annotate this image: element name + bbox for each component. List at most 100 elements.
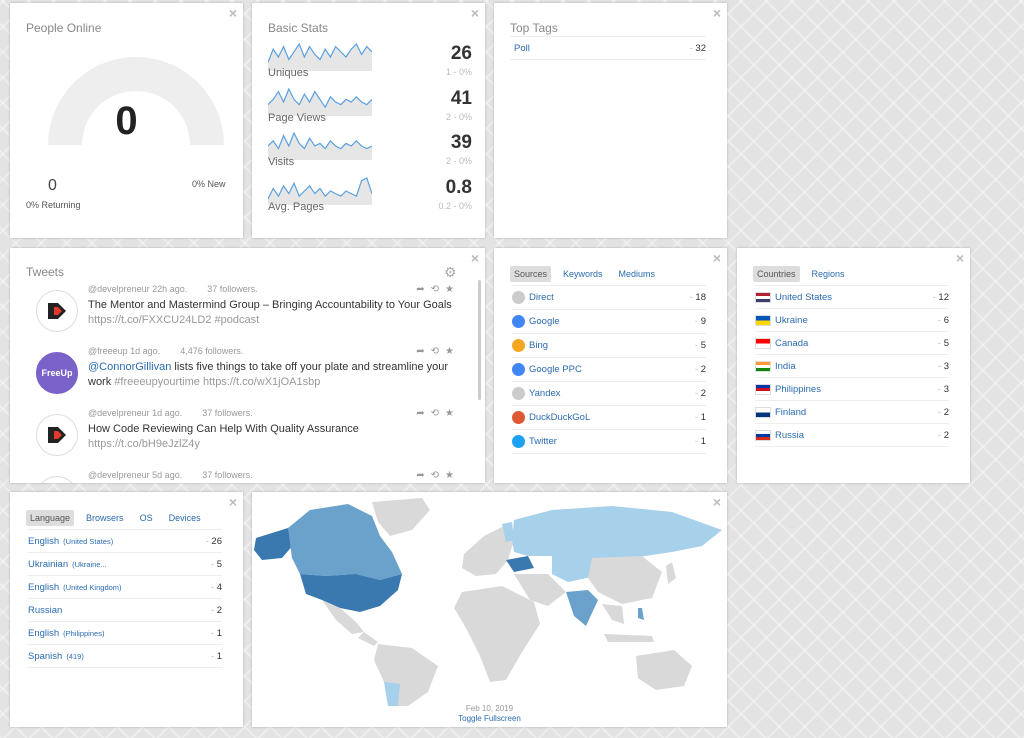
country-row[interactable]: Philippines 3 [755, 378, 949, 401]
language-label[interactable]: Ukrainian (Ukraine... [28, 559, 107, 570]
close-icon[interactable]: × [712, 5, 721, 21]
language-row[interactable]: English(United States) 26 [28, 530, 222, 553]
source-row[interactable]: Yandex 2 [512, 382, 706, 406]
language-row[interactable]: English(Philippines) 1 [28, 622, 222, 645]
close-icon[interactable]: × [470, 5, 479, 21]
tab-countries[interactable]: Countries [753, 266, 800, 282]
source-label[interactable]: Google PPC [512, 363, 582, 376]
language-row[interactable]: Ukrainian(Ukraine... 5 [28, 553, 222, 576]
tweet-handle[interactable]: @develpreneur 1d ago. [88, 408, 183, 418]
tab-devices[interactable]: Devices [168, 513, 201, 523]
favorite-icon[interactable]: ★ [445, 346, 460, 357]
country-label[interactable]: Russia [755, 429, 805, 441]
country-label[interactable]: India [755, 360, 796, 372]
source-row[interactable]: Twitter 1 [512, 430, 706, 454]
source-label[interactable]: Twitter [512, 435, 557, 448]
source-row[interactable]: Direct 18 [512, 286, 706, 310]
source-label[interactable]: Yandex [512, 387, 561, 400]
sparkline [268, 88, 372, 116]
close-icon[interactable]: × [470, 250, 479, 266]
avatar[interactable] [36, 414, 78, 456]
tweet-mention[interactable]: @ConnorGillivan [88, 361, 172, 373]
stat-value: 41 [450, 88, 472, 109]
country-row[interactable]: Russia 2 [755, 424, 949, 447]
toggle-fullscreen-link[interactable]: Toggle Fullscreen [458, 714, 521, 723]
avatar[interactable] [36, 290, 78, 332]
tab-regions[interactable]: Regions [811, 269, 845, 279]
tag-label[interactable]: Poll [514, 42, 530, 54]
favorite-icon[interactable]: ★ [445, 470, 460, 481]
source-row[interactable]: DuckDuckGoL 1 [512, 406, 706, 430]
tab-sources[interactable]: Sources [510, 266, 552, 282]
world-map[interactable] [252, 496, 727, 706]
tweet-link[interactable]: #freeeupyourtime https://t.co/wX1jOA1sbp [114, 376, 321, 388]
country-label[interactable]: Ukraine [755, 314, 808, 326]
close-icon[interactable]: × [712, 494, 721, 510]
language-label[interactable]: Spanish (419) [28, 651, 84, 662]
source-row[interactable]: Google 9 [512, 310, 706, 334]
country-row[interactable]: Finland 2 [755, 401, 949, 424]
gear-icon[interactable]: ⚙ [444, 264, 457, 280]
close-icon[interactable]: × [955, 250, 964, 266]
tweet-link[interactable]: https://t.co/FXXCU24LD2 #podcast [88, 314, 260, 326]
close-icon[interactable]: × [228, 494, 237, 510]
avatar[interactable] [36, 476, 78, 483]
country-label[interactable]: Finland [755, 406, 806, 418]
tab-keywords[interactable]: Keywords [563, 269, 603, 279]
favorite-icon[interactable]: ★ [445, 284, 460, 295]
country-label[interactable]: United States [755, 291, 832, 303]
country-row[interactable]: United States 12 [755, 286, 949, 309]
retweet-icon[interactable]: ⟲ [430, 284, 446, 295]
map-southeast-asia [602, 604, 624, 624]
source-label[interactable]: Direct [512, 291, 554, 304]
country-name: Russia [775, 429, 805, 441]
language-label[interactable]: English (United States) [28, 536, 113, 547]
source-row[interactable]: Google PPC 2 [512, 358, 706, 382]
tab-os[interactable]: OS [139, 513, 153, 523]
country-label[interactable]: Philippines [755, 383, 821, 395]
reply-icon[interactable]: ➦ [416, 346, 431, 357]
tweet-meta: @develpreneur 5d ago. 37 followers. [88, 470, 253, 480]
avatar[interactable]: FreeUp [36, 352, 78, 394]
tweet-body: How Code Reviewing Can Help With Quality… [88, 423, 359, 435]
map-ukraine [506, 556, 534, 572]
language-row[interactable]: Spanish(419) 1 [28, 645, 222, 668]
reply-icon[interactable]: ➦ [416, 284, 431, 295]
tab-browsers[interactable]: Browsers [86, 513, 124, 523]
tweet-handle[interactable]: @freeeup 1d ago. [88, 346, 161, 356]
retweet-icon[interactable]: ⟲ [430, 346, 446, 357]
tab-mediums[interactable]: Mediums [618, 269, 656, 279]
language-label[interactable]: Russian [28, 605, 66, 616]
panel-title: People Online [26, 21, 102, 35]
country-row[interactable]: Canada 5 [755, 332, 949, 355]
twitter-icon [512, 435, 525, 448]
language-row[interactable]: Russian 2 [28, 599, 222, 622]
reply-icon[interactable]: ➦ [416, 470, 431, 481]
tweet-link[interactable]: https://t.co/bH9eJzlZ4y [88, 438, 200, 450]
country-name: India [775, 360, 796, 372]
tweet-text: The Mentor and Mastermind Group – Bringi… [88, 298, 468, 328]
tag-row[interactable]: Poll 32 [510, 37, 706, 60]
country-row[interactable]: Ukraine 6 [755, 309, 949, 332]
retweet-icon[interactable]: ⟲ [430, 470, 446, 481]
scrollbar[interactable] [478, 280, 481, 400]
tweet-handle[interactable]: @develpreneur 5d ago. [88, 470, 183, 480]
language-label[interactable]: English (United Kingdom) [28, 582, 122, 593]
country-label[interactable]: Canada [755, 337, 808, 349]
sparkline [268, 43, 372, 71]
source-label[interactable]: DuckDuckGoL [512, 411, 590, 424]
source-label[interactable]: Google [512, 315, 560, 328]
close-icon[interactable]: × [712, 250, 721, 266]
language-label[interactable]: English (Philippines) [28, 628, 104, 639]
retweet-icon[interactable]: ⟲ [430, 408, 446, 419]
language-row[interactable]: English(United Kingdom) 4 [28, 576, 222, 599]
tweet-handle[interactable]: @develpreneur 22h ago. [88, 284, 188, 294]
map-central-asia [552, 556, 596, 582]
source-label[interactable]: Bing [512, 339, 548, 352]
favorite-icon[interactable]: ★ [445, 408, 460, 419]
tab-language[interactable]: Language [26, 510, 75, 526]
country-row[interactable]: India 3 [755, 355, 949, 378]
source-row[interactable]: Bing 5 [512, 334, 706, 358]
reply-icon[interactable]: ➦ [416, 408, 431, 419]
close-icon[interactable]: × [228, 5, 237, 21]
